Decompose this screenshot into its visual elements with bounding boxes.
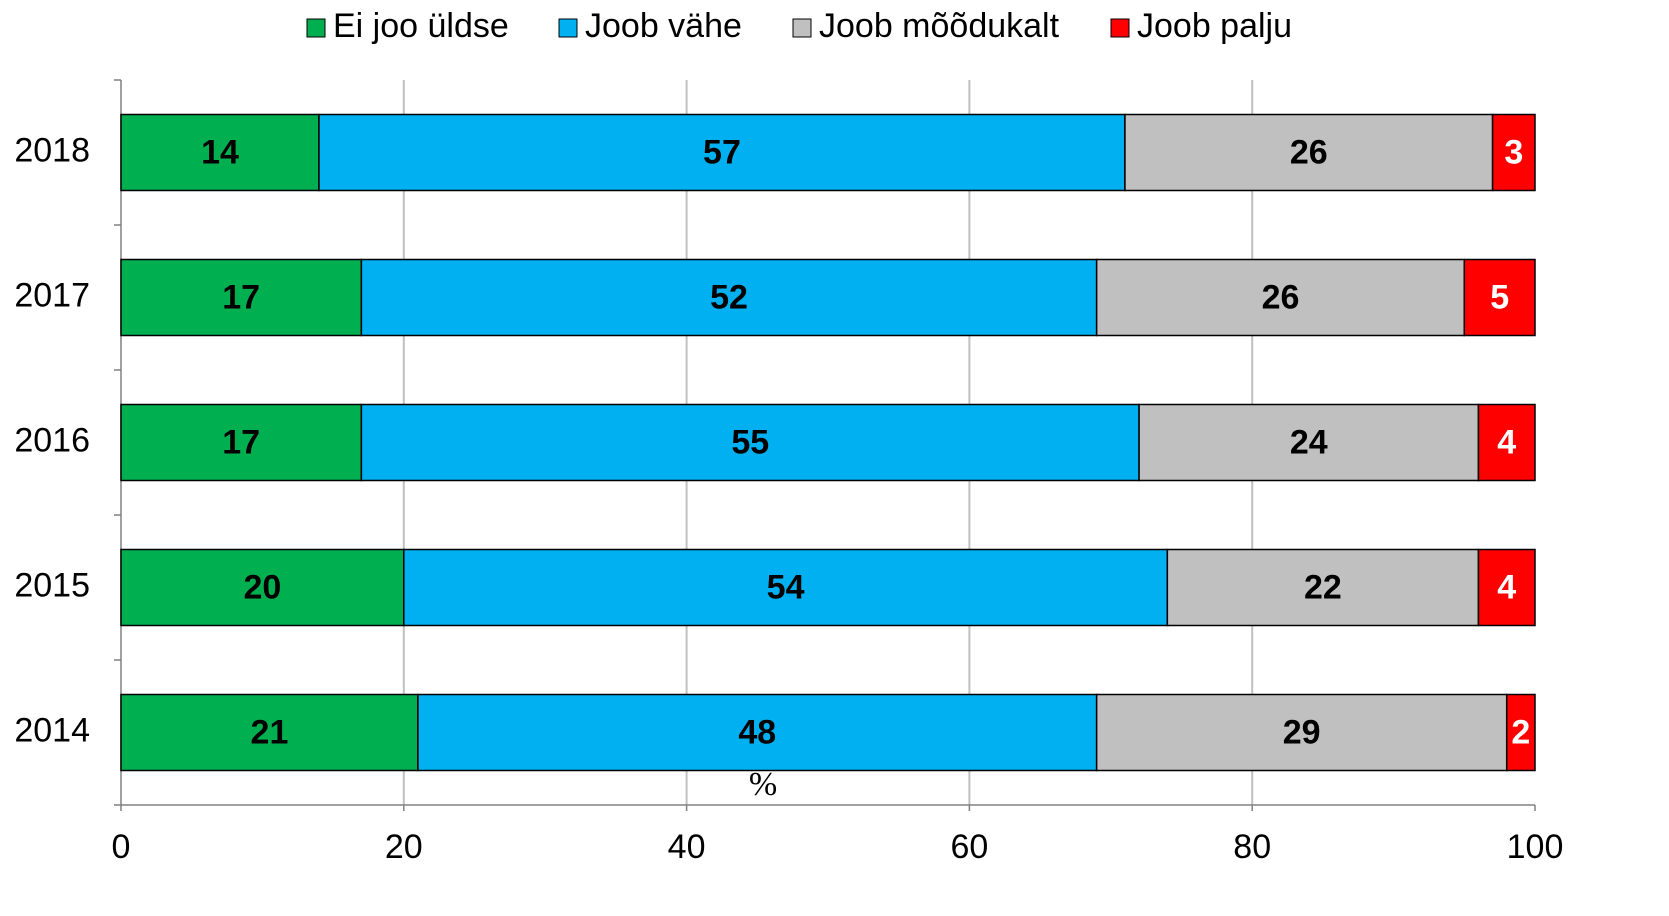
data-label: 22 bbox=[1304, 568, 1342, 606]
data-label: 2 bbox=[1511, 713, 1530, 751]
data-label: 26 bbox=[1290, 133, 1328, 171]
x-tick-label: 100 bbox=[1507, 828, 1564, 866]
bar-segment bbox=[1095, 258, 1466, 337]
data-label: 17 bbox=[222, 278, 260, 316]
x-tick-label: 80 bbox=[1233, 828, 1271, 866]
bar-segment bbox=[120, 548, 405, 627]
x-tick-label: 0 bbox=[112, 828, 131, 866]
bar-segment bbox=[1166, 548, 1480, 627]
y-tick-label: 2016 bbox=[14, 421, 90, 459]
legend-swatch bbox=[792, 18, 812, 38]
bar-segment bbox=[1138, 403, 1480, 482]
data-label: 48 bbox=[738, 713, 776, 751]
data-label: 14 bbox=[201, 133, 239, 171]
legend-label: Joob mõõdukalt bbox=[819, 7, 1060, 45]
y-tick-label: 2014 bbox=[14, 711, 90, 749]
bar-segment bbox=[417, 693, 1098, 772]
x-tick-label: 20 bbox=[385, 828, 423, 866]
bar-segment bbox=[360, 258, 1098, 337]
x-axis-label: % bbox=[749, 766, 777, 803]
legend-label: Joob vähe bbox=[585, 7, 742, 45]
data-label: 57 bbox=[703, 133, 741, 171]
bar-segment bbox=[120, 113, 320, 192]
y-tick-label: 2015 bbox=[14, 566, 90, 604]
bar-segment bbox=[120, 693, 419, 772]
bar-segment bbox=[1477, 403, 1536, 482]
bar-segment bbox=[403, 548, 1169, 627]
x-tick-label: 40 bbox=[668, 828, 706, 866]
data-label: 4 bbox=[1497, 568, 1516, 606]
data-label: 5 bbox=[1490, 278, 1509, 316]
data-label: 26 bbox=[1262, 278, 1300, 316]
data-label: 21 bbox=[251, 713, 289, 751]
data-label: 4 bbox=[1497, 423, 1516, 461]
y-tick-label: 2017 bbox=[14, 276, 90, 314]
legend-label: Joob palju bbox=[1137, 7, 1292, 45]
data-label: 55 bbox=[731, 423, 769, 461]
legend-label: Ei joo üldse bbox=[333, 7, 509, 45]
data-label: 3 bbox=[1504, 133, 1523, 171]
bar-segment bbox=[1491, 113, 1536, 192]
bar-segment bbox=[1124, 113, 1494, 192]
bar-segment bbox=[1095, 693, 1508, 772]
data-label: 24 bbox=[1290, 423, 1328, 461]
legend-swatch bbox=[306, 18, 326, 38]
y-tick-label: 2018 bbox=[14, 131, 90, 169]
x-tick-label: 60 bbox=[950, 828, 988, 866]
data-label: 17 bbox=[222, 423, 260, 461]
bar-segment bbox=[1505, 693, 1536, 772]
bar-segment bbox=[318, 113, 1126, 192]
bar-segment bbox=[1477, 548, 1536, 627]
bar-segment bbox=[360, 403, 1140, 482]
data-label: 20 bbox=[243, 568, 281, 606]
data-label: 54 bbox=[767, 568, 805, 606]
legend-swatch bbox=[558, 18, 578, 38]
data-label: 29 bbox=[1283, 713, 1321, 751]
data-label: 52 bbox=[710, 278, 748, 316]
legend-swatch bbox=[1110, 18, 1130, 38]
bar-segment bbox=[1463, 258, 1536, 337]
